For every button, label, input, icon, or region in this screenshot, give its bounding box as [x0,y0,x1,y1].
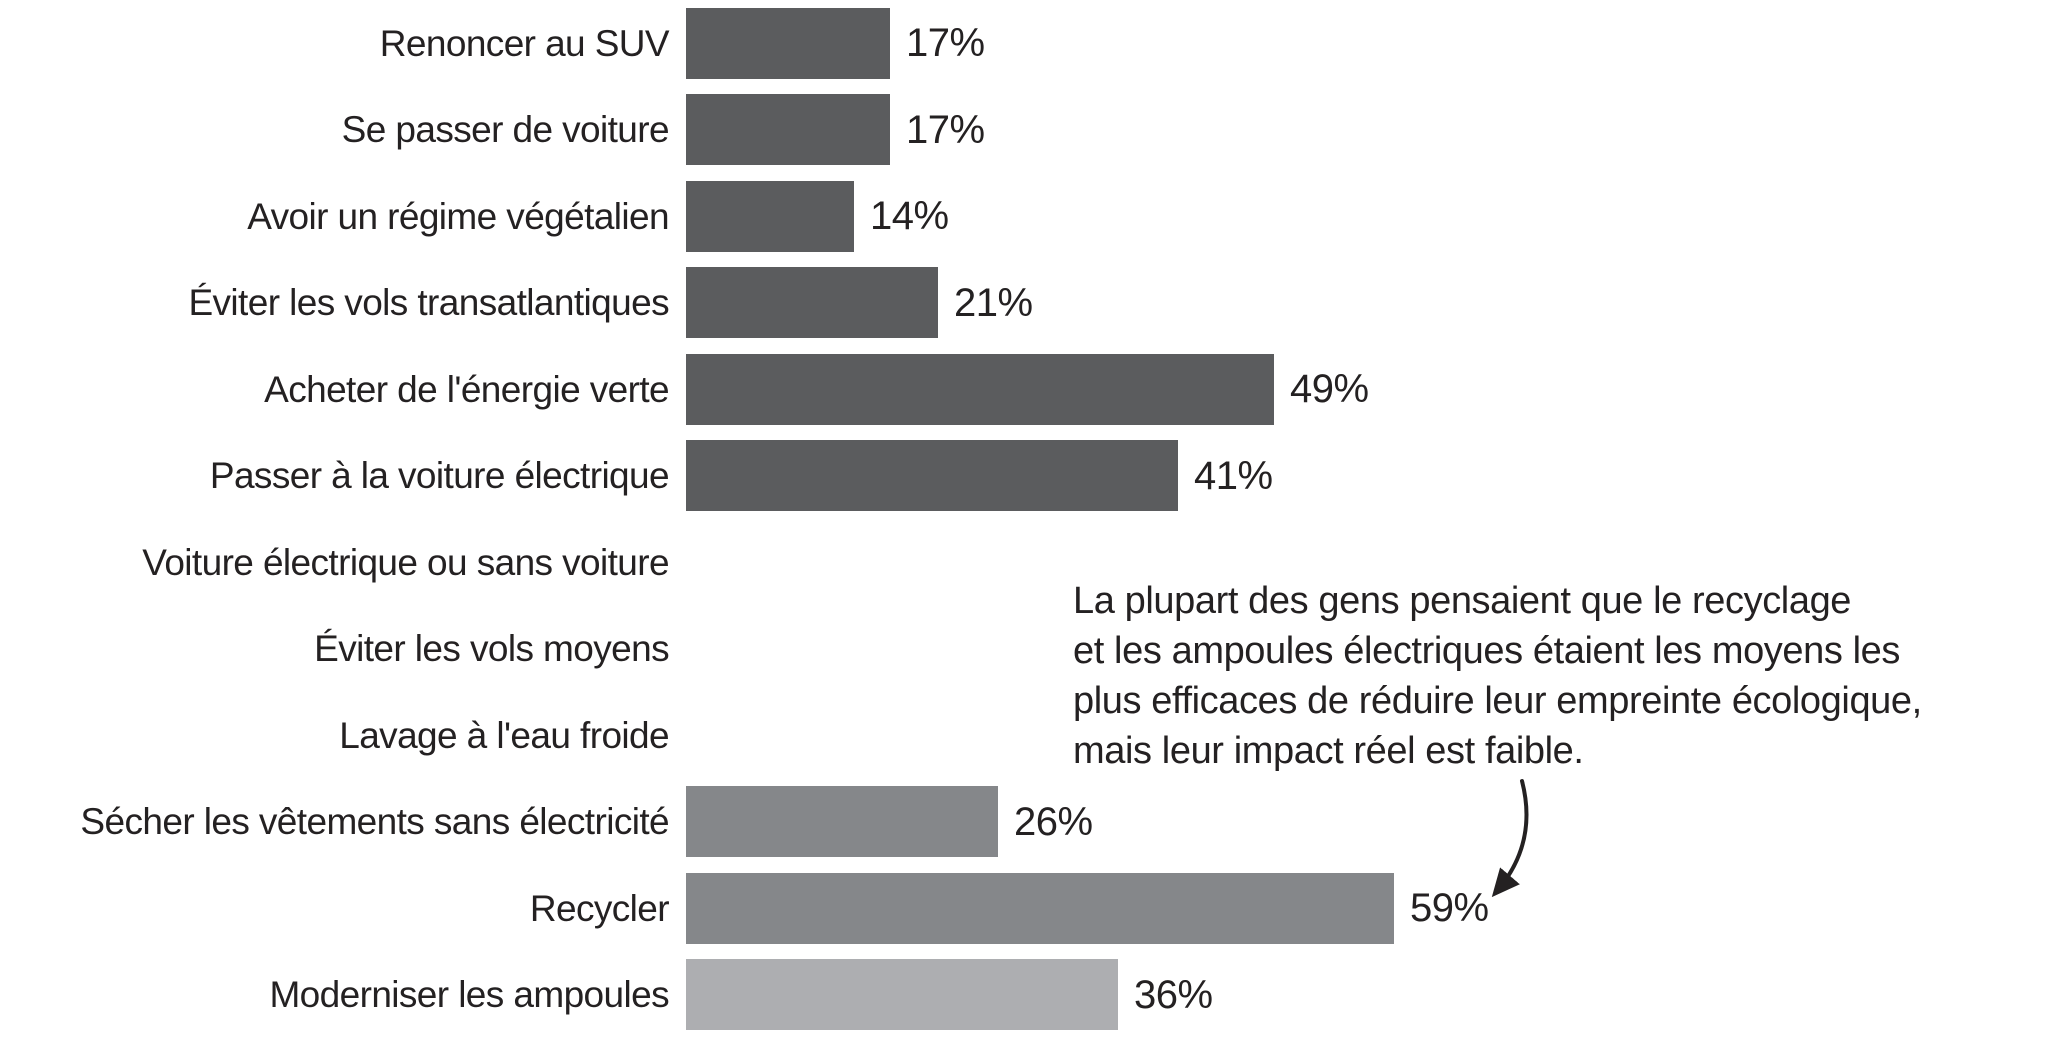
chart-row: Lavage à l'eau froide [0,692,2048,779]
bar [686,786,998,858]
category-label: Passer à la voiture électrique [209,455,670,497]
annotation-arrow-icon [1491,779,1529,898]
category-label: Lavage à l'eau froide [339,714,669,756]
category-label: Voiture électrique ou sans voiture [142,541,669,583]
bar [686,180,854,252]
chart-row: Passer à la voiture électrique 41% [0,433,2048,520]
chart-row: Voiture électrique ou sans voiture [0,519,2048,606]
chart-row: Éviter les vols moyens [0,606,2048,693]
annotation-text: La plupart des gens pensaient que le rec… [1073,580,1922,772]
category-label: Se passer de voiture [341,109,670,151]
value-label: 21% [954,280,1033,325]
bar [686,353,1274,425]
category-label: Éviter les vols moyens [314,628,669,670]
value-label: 59% [1410,886,1489,931]
bar [686,267,938,339]
chart-row: Acheter de l'énergie verte 49% [0,346,2048,433]
value-label: 14% [870,194,949,239]
chart-row: Se passer de voiture 17% [0,87,2048,174]
category-label: Avoir un régime végétalien [247,195,669,237]
chart-row: Sécher les vêtements sans électricité 26… [0,779,2048,866]
value-label: 36% [1134,972,1213,1017]
category-label: Acheter de l'énergie verte [264,368,669,410]
chart-row: Moderniser les ampoules 36% [0,952,2048,1038]
category-label: Renoncer au SUV [379,22,670,64]
value-label: 41% [1194,453,1273,498]
category-label: Sécher les vêtements sans électricité [80,801,669,843]
bar [686,872,1394,944]
bar [686,94,890,166]
category-label: Recycler [529,887,670,929]
bar [686,440,1178,512]
category-label: Éviter les vols transatlantiques [188,282,669,324]
chart-row: Éviter les vols transatlantiques 21% [0,260,2048,347]
value-label: 17% [906,21,985,66]
value-label: 17% [906,107,985,152]
category-label: Moderniser les ampoules [269,974,669,1016]
value-label: 26% [1014,799,1093,844]
chart-row: Recycler 59% [0,865,2048,952]
value-label: 49% [1290,367,1369,412]
bar [686,7,890,79]
chart-row: Avoir un régime végétalien 14% [0,173,2048,260]
chart-row: Renoncer au SUV 17% [0,0,2048,87]
bar [686,959,1118,1031]
